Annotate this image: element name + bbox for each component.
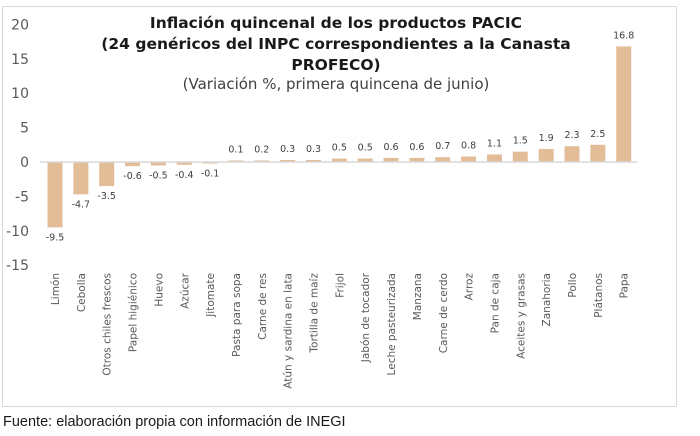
source-footnote: Fuente: elaboración propia con informaci… [3,414,346,430]
bar [616,46,632,162]
x-tick-label: Jabón de tocador [360,272,372,363]
title-line-3: PROFECO) [291,56,380,74]
data-label: 0.1 [228,145,243,156]
x-tick-label: Pasta para sopa [231,273,243,357]
x-tick-label: Huevo [153,273,165,307]
chart-frame [2,6,677,407]
data-label: 0.6 [383,142,398,153]
data-label: -4.7 [72,199,91,210]
bar [357,158,373,162]
y-tick-label: 10 [11,86,29,102]
x-tick-label: Limón [50,273,62,305]
x-tick-label: Papa [619,273,631,298]
x-tick-label: Frijol [334,273,346,298]
data-labels: -9.5 -4.7 -3.5 -0.6 -0.5 -0.4 -0.1 0.1 0.2 0.3 0.3… [46,30,635,243]
data-label: -0.1 [201,169,220,180]
bar [73,162,89,195]
bar [280,159,296,162]
bar [486,154,502,162]
data-label: 1.1 [487,138,502,149]
data-label: 1.9 [539,133,554,144]
y-tick-label: 0 [20,155,29,171]
x-tick-label: Jitomate [205,273,217,318]
x-tick-label: Leche pasteurizada [386,273,398,375]
data-label: 0.3 [306,144,321,155]
chart-subtitle: (Variación %, primera quincena de junio) [183,75,490,93]
x-tick-label: Cebolla [76,273,88,312]
y-tick-label: -10 [6,224,29,240]
bar [461,156,477,162]
data-label: 2.3 [564,130,579,141]
chart-title: Inflación quincenal de los productos PAC… [101,14,570,93]
data-label: -0.6 [123,171,142,182]
x-tick-label: Papel higiénico [128,273,140,352]
data-label: 0.7 [435,141,450,152]
x-tick-label: Azúcar [179,272,191,309]
y-tick-label: 15 [11,52,29,68]
data-label: -3.5 [97,191,116,202]
title-line-2: (24 genéricos del INPC correspondientes … [101,35,570,53]
data-label: 0.6 [409,142,424,153]
bar [435,157,451,162]
y-tick-label: 5 [20,121,29,137]
bar [409,157,425,162]
data-label: -0.4 [175,170,194,181]
data-label: 16.8 [613,30,634,41]
bar-chart: Inflación quincenal de los productos PAC… [6,14,638,389]
x-tick-label: Manzana [412,273,424,320]
x-tick-label: Arroz [464,273,476,301]
bar [564,146,580,162]
bar [176,162,192,165]
x-tick-label: Otros chiles frescos [102,273,114,376]
data-label: 0.2 [254,145,269,156]
x-tick-label: Tortilla de maíz [309,273,321,354]
x-tick-label: Carne de res [257,273,269,340]
x-tick-label: Aceites y grasas [515,273,527,359]
y-tick-label: -15 [6,258,29,274]
bar [306,159,321,162]
x-tick-label: Carne de cerdo [438,273,450,353]
data-label: 1.5 [513,136,528,147]
x-tick-label: Pan de caja [489,273,501,333]
bar [590,144,606,162]
title-line-1: Inflación quincenal de los productos PAC… [150,14,522,32]
data-label: 2.5 [590,129,605,140]
bar [512,151,528,162]
bar [99,162,115,187]
bar [538,148,554,162]
x-tick-label: Atún y sardina en lata [283,273,295,389]
data-label: 0.5 [358,143,373,154]
bar [47,162,63,228]
data-label: -9.5 [46,232,65,243]
data-label: 0.5 [332,143,347,154]
data-label: 0.8 [461,140,476,151]
data-label: 0.3 [280,144,295,155]
bar [125,162,141,167]
y-tick-label: 20 [11,17,29,33]
y-tick-label: -5 [15,189,29,205]
data-label: -0.5 [149,170,168,181]
x-tick-label: Plátanos [593,273,605,318]
x-tick-label: Pollo [567,273,579,298]
bar [331,158,347,162]
x-axis-labels: Limón Cebolla Otros chiles frescos Papel hi… [50,272,631,388]
bar [383,157,399,162]
bar [150,162,166,166]
y-axis: 20 15 10 5 0 -5 -10 -15 [6,17,29,274]
x-tick-label: Zanahoria [541,273,553,326]
